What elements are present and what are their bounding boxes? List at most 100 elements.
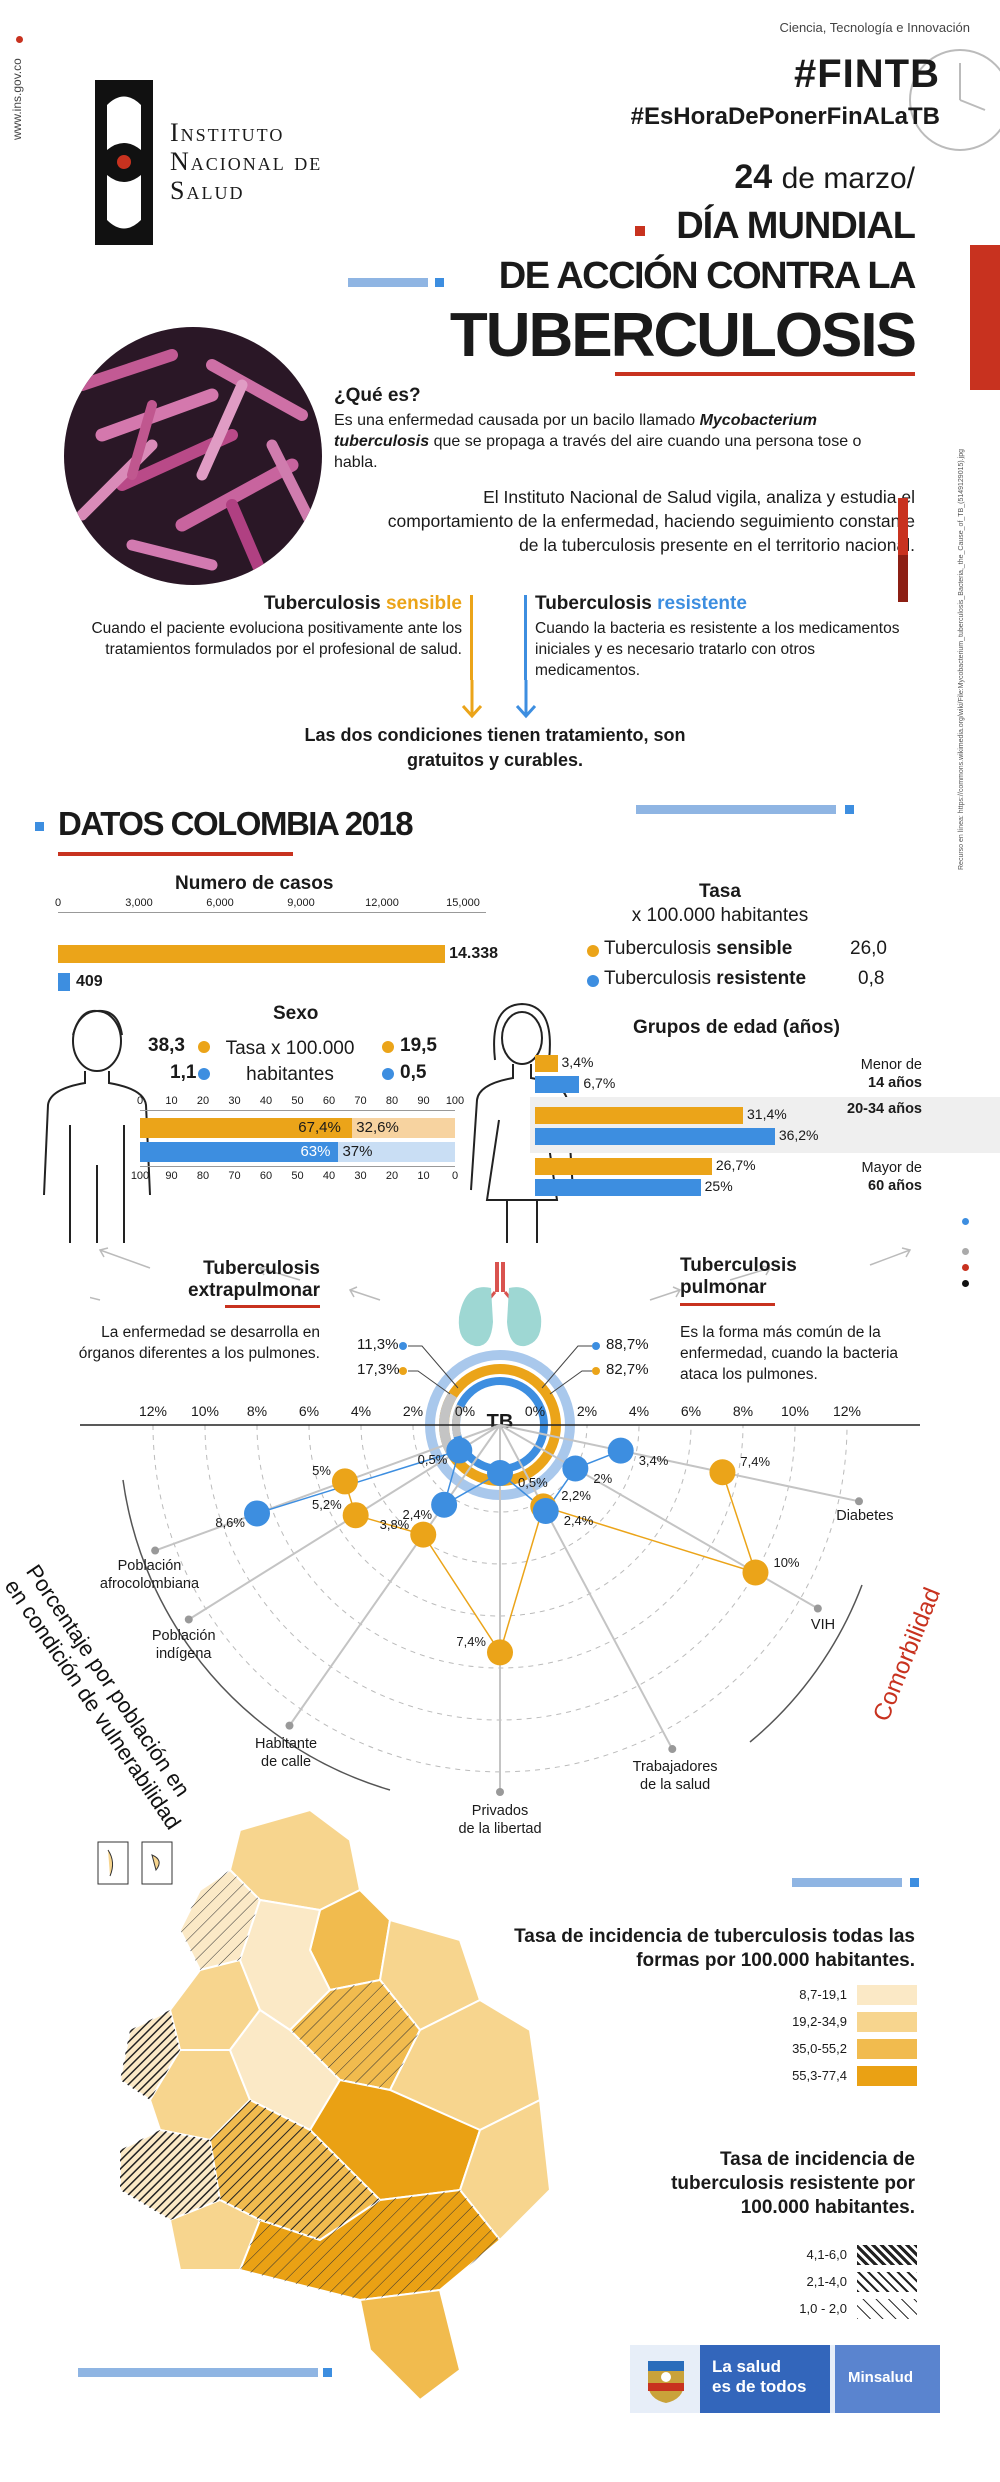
radial-spoke-end: [184, 1615, 193, 1624]
radial-category-name-a: Habitante: [255, 1735, 318, 1752]
radial-grid-ring: [360, 1424, 640, 1565]
radial-tick-left: 0%: [454, 1403, 476, 1419]
pulm-sensible-value: 82,7%: [606, 1361, 649, 1378]
resistente-point-label: 0,5%: [518, 1475, 548, 1490]
radial-spoke-end: [151, 1546, 160, 1555]
sensible-point-label: 7,4%: [740, 1454, 771, 1470]
sensible-point: [742, 1559, 769, 1586]
hashtag-secondary[interactable]: #EsHoraDePonerFinALaTB: [630, 103, 940, 130]
sex-center-line-2: habitantes: [246, 1064, 334, 1085]
radial-category-name-b: de la salud: [640, 1777, 711, 1794]
category-label: Ciencia, Tecnología e Innovación: [779, 20, 970, 35]
pulm-underline: [680, 1303, 775, 1306]
sex-tick-bottom: 40: [322, 1170, 336, 1182]
sex-tick-top: 40: [259, 1095, 273, 1107]
radial-tick-left: 4%: [350, 1403, 372, 1419]
pulm-title-line-1: Tuberculosis: [680, 1255, 797, 1276]
radial-category-name-a: Diabetes: [836, 1507, 894, 1524]
radial-category-name-b: indígena: [155, 1645, 212, 1662]
blue-accent-bar-1: [348, 278, 428, 287]
radial-category-name-b: de calle: [261, 1753, 312, 1770]
radial-grid-ring: [308, 1424, 692, 1617]
sex-tick-bottom: 60: [259, 1170, 273, 1182]
sex-tick-bottom: 90: [165, 1170, 178, 1182]
hashtag-main[interactable]: #FINTB: [794, 52, 940, 96]
sensible-title: Tuberculosis sensible: [150, 593, 462, 615]
legend-all-swatch: [857, 2039, 917, 2059]
donut-connectors-icon: [408, 1345, 592, 1395]
female-sensible-value: 19,5: [400, 1035, 437, 1056]
cases-tick-label: 15,000: [446, 897, 480, 909]
sensible-point: [709, 1459, 736, 1486]
resistente-point: [431, 1491, 458, 1518]
resistente-arrow-icon: [515, 680, 537, 719]
blue-accent-dot-2: [845, 805, 854, 814]
radial-tick-right: 12%: [832, 1403, 862, 1419]
image-credit[interactable]: Recurso en línea: https://commons.wikime…: [958, 449, 965, 870]
radial-category-label: Diabetes: [800, 1507, 930, 1525]
sex-tick-bottom: 70: [228, 1170, 241, 1182]
cases-resistente-bar: [58, 973, 70, 991]
sex-center-line-1: Tasa x 100.000: [225, 1038, 355, 1059]
radial-tick-right: 0%: [524, 1403, 546, 1419]
sex-tick-top: 100: [445, 1095, 465, 1107]
radial-chart: [80, 1424, 920, 1796]
legend-res-range: 1,0 - 2,0: [799, 2301, 847, 2316]
title-line-3: TUBERCULOSIS: [449, 301, 917, 370]
age-group-label-a: Mayor de: [861, 1160, 922, 1176]
extra-resistente-value: 11,3%: [357, 1336, 399, 1353]
definition-italic: Mycobacterium tuberculosis: [334, 412, 817, 450]
resistente-title: Tuberculosis resistente: [535, 593, 747, 615]
blue-accent-dot-4: [323, 2368, 332, 2377]
footer-slogan: La salud es de todos: [712, 2357, 806, 2397]
title-underline: [615, 372, 915, 376]
resistente-point-label: 3,4%: [638, 1452, 669, 1468]
sex-tick-bottom: 0: [451, 1170, 459, 1182]
radial-spoke: [154, 1424, 501, 1552]
radial-category-name-a: Población: [151, 1627, 216, 1644]
rate-sensible-label-a: Tuberculosis: [604, 938, 717, 959]
age-group-label: Menor de 14 años: [810, 1056, 922, 1092]
sex-tick-top: 10: [165, 1095, 178, 1107]
sensible-text: Cuando el paciente evoluciona positivame…: [91, 620, 462, 658]
radial-category-name-a: Población: [117, 1557, 182, 1574]
site-url[interactable]: www.ins.gov.co: [10, 58, 24, 140]
red-square-accent: [635, 226, 645, 236]
rate-title-line-1: Tasa: [699, 881, 741, 902]
rate-sensible-dot: [587, 945, 599, 957]
pulm-resistente-dot: [592, 1342, 600, 1350]
extra-sensible-value: 17,3%: [357, 1361, 400, 1378]
legend-all-range: 55,3-77,4: [792, 2068, 847, 2083]
sex-tick-top: 30: [228, 1095, 241, 1107]
sensible-point: [331, 1468, 358, 1495]
age-group-label-b: 60 años: [868, 1178, 922, 1194]
radial-tick-right: 10%: [780, 1403, 810, 1419]
rate-title-line-2: x 100.000 habitantes: [631, 905, 809, 926]
age-resistente-bar: [535, 1179, 701, 1196]
radial-tick-left: 6%: [298, 1403, 320, 1419]
date-month: de marzo/: [781, 162, 915, 195]
rate-sensible-value: 26,0: [850, 938, 887, 959]
rate-resistente-label: Tuberculosis resistente: [604, 968, 806, 990]
ins-logo-icon: [95, 80, 153, 245]
cases-tick-label: 12,000: [365, 897, 399, 909]
male-figure-icon: [43, 1009, 151, 1243]
pulm-resistente-value: 88,7%: [606, 1336, 649, 1353]
cases-tick-label: 6,000: [206, 897, 234, 909]
legend-all-swatch: [857, 1985, 917, 2005]
radial-tick-left: 10%: [190, 1403, 220, 1419]
rate-resistente-label-b: resistente: [716, 968, 807, 989]
female-resistente-value: 0,5: [400, 1062, 427, 1083]
question-heading: ¿Qué es?: [334, 385, 421, 406]
resistente-point: [487, 1460, 513, 1486]
sex-tick-top: 70: [354, 1095, 367, 1107]
legend-all-range: 8,7-19,1: [799, 1987, 847, 2002]
footer-ministry[interactable]: Minsalud: [848, 2369, 914, 2386]
blue-accent-dot-1: [435, 278, 444, 287]
side-dot-grey: [962, 1248, 969, 1255]
cases-resistente-value: 409: [76, 973, 103, 990]
cases-sensible-value: 14.338: [449, 945, 499, 962]
side-dot-blue: [962, 1218, 969, 1225]
male-sensible-dot: [198, 1041, 210, 1053]
sex-tick-top: 60: [322, 1095, 336, 1107]
